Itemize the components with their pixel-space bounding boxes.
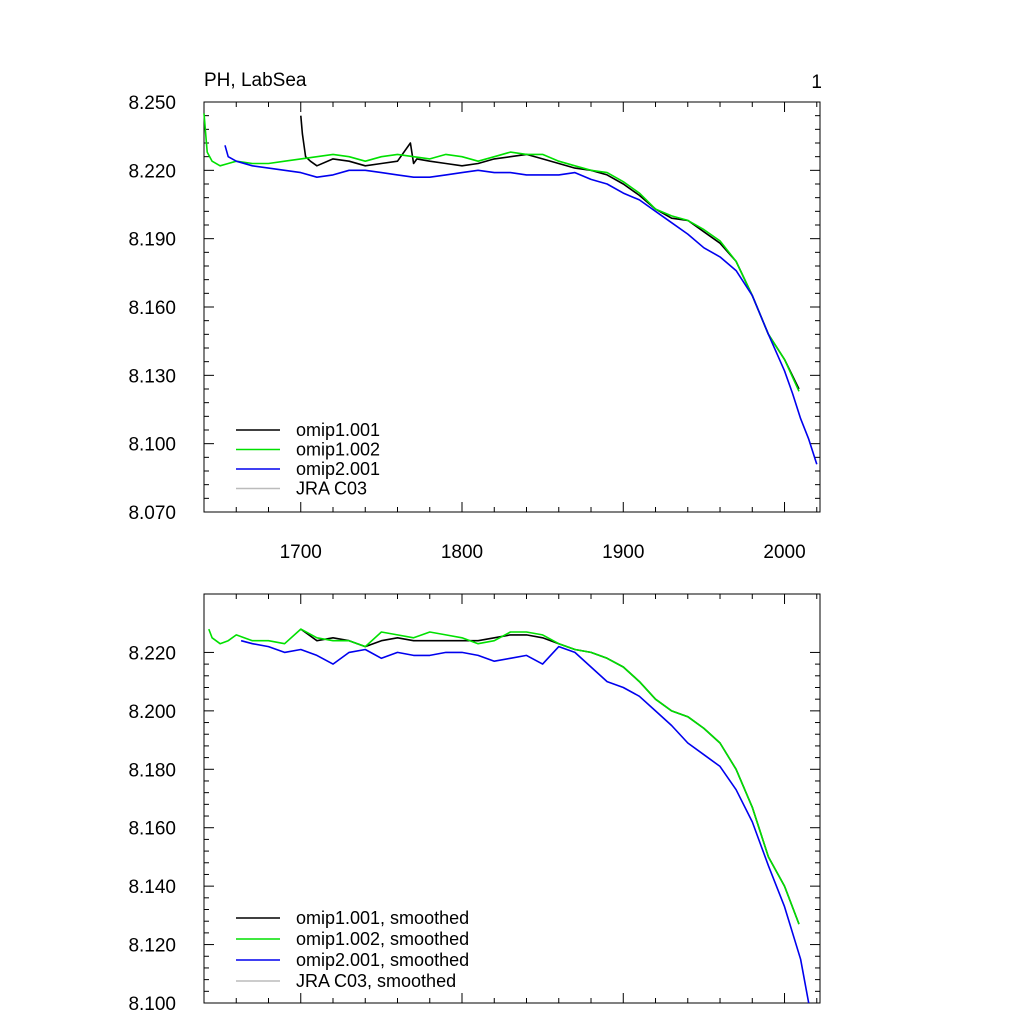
panel-bottom: 8.100 8.120 8.140 8.160 8.180 8.200 8.220 omip1…: [128, 593, 821, 1015]
legend-label: omip1.001, smoothed: [296, 908, 469, 928]
y-tick-label: 8.070: [128, 503, 176, 524]
legend-label: omip2.001, smoothed: [296, 950, 469, 970]
series-line: [240, 639, 810, 1004]
plot-frame: [203, 593, 821, 1004]
y-tick-label: 8.220: [128, 643, 176, 664]
legend-label: omip1.002, smoothed: [296, 929, 469, 949]
legend-label: omip1.002: [296, 440, 380, 460]
legend-label: JRA C03, smoothed: [296, 971, 456, 991]
series-line: [224, 145, 818, 465]
panel-top: PH, LabSea 1 8.070 8.100 8.130 8.160 8.190 8.…: [128, 70, 822, 563]
y-tick-label: 8.120: [128, 936, 176, 957]
y-tick-label: 8.250: [128, 93, 176, 114]
series-line: [300, 115, 800, 390]
y-tick-label: 8.100: [128, 994, 176, 1015]
y-tick-label: 8.220: [128, 161, 176, 182]
series-line: [203, 113, 800, 392]
y-tick-label: 8.100: [128, 435, 176, 456]
x-tick-label: 1900: [602, 542, 644, 563]
y-tick-label: 8.160: [128, 298, 176, 319]
series-line: [300, 628, 800, 925]
y-tick-label: 8.130: [128, 366, 176, 387]
chart-title: PH, LabSea: [204, 70, 307, 91]
y-tick-label: 8.140: [128, 877, 176, 898]
y-tick-label: 8.200: [128, 702, 176, 723]
y-tick-label: 8.190: [128, 230, 176, 251]
x-tick-label: 2000: [763, 542, 805, 563]
x-tick-label: 1800: [441, 542, 483, 563]
legend-label: omip1.001: [296, 420, 380, 440]
series-line: [208, 628, 800, 925]
y-tick-label: 8.160: [128, 819, 176, 840]
legend-label: omip2.001: [296, 459, 380, 479]
legend-label: JRA C03: [296, 479, 367, 499]
x-tick-label: 1700: [280, 542, 322, 563]
panel-number: 1: [811, 72, 822, 93]
y-tick-label: 8.180: [128, 760, 176, 781]
